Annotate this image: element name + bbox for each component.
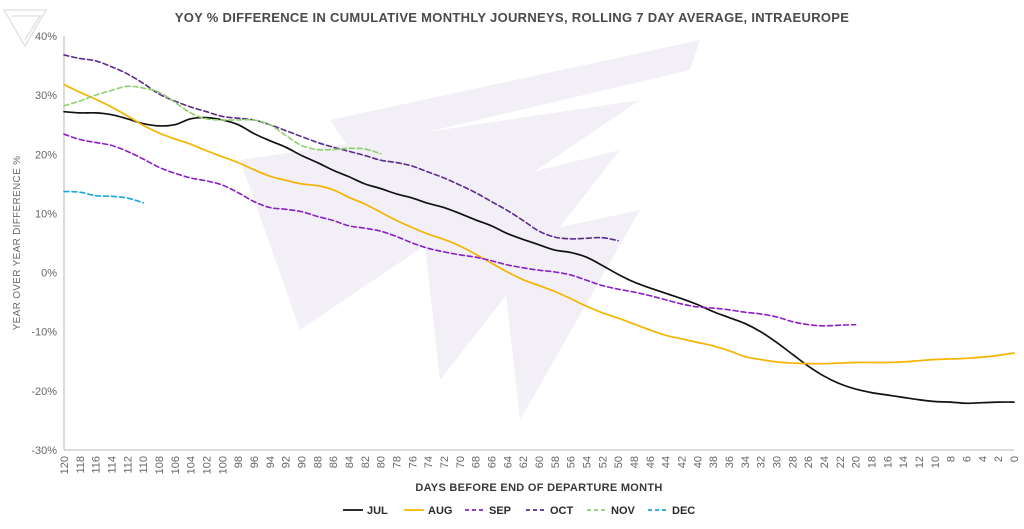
x-tick-label: 110 — [138, 456, 150, 474]
x-tick-label: 120 — [59, 456, 71, 474]
x-tick-label: 72 — [439, 456, 451, 468]
x-tick-label: 74 — [423, 456, 435, 468]
x-tick-label: 4 — [977, 456, 989, 462]
legend-label-jul: JUL — [367, 505, 388, 517]
x-tick-label: 6 — [962, 456, 974, 462]
x-tick-label: 22 — [835, 456, 847, 468]
x-tick-label: 104 — [186, 456, 198, 474]
y-tick-label: -10% — [31, 327, 57, 339]
x-tick-label: 32 — [756, 456, 768, 468]
y-tick-labels: -30% -20% -10% 0% 10% 20% 30% 40% — [31, 31, 57, 457]
x-tick-label: 80 — [376, 456, 388, 468]
series-line-dec — [63, 190, 144, 204]
x-tick-label: 116 — [91, 456, 103, 474]
legend-label-nov: NOV — [611, 505, 636, 517]
x-tick-label: 2 — [993, 456, 1005, 462]
x-tick-label: 112 — [122, 456, 134, 474]
x-tick-label: 96 — [249, 456, 261, 468]
y-tick-label: 40% — [35, 31, 57, 43]
x-tick-label: 108 — [154, 456, 166, 474]
series-lines — [63, 54, 1015, 405]
x-tick-label: 14 — [898, 456, 910, 468]
x-tick-label: 106 — [170, 456, 182, 474]
x-tick-label: 88 — [312, 456, 324, 468]
x-tick-label: 8 — [946, 456, 958, 462]
x-tick-label: 62 — [518, 456, 530, 468]
x-tick-label: 0 — [1009, 456, 1021, 462]
x-tick-label: 40 — [692, 456, 704, 468]
x-tick-label: 12 — [914, 456, 926, 468]
x-tick-label: 48 — [629, 456, 641, 468]
x-tick-label: 52 — [597, 456, 609, 468]
x-tick-label: 60 — [534, 456, 546, 468]
x-tick-label: 36 — [724, 456, 736, 468]
x-tick-label: 28 — [787, 456, 799, 468]
legend-label-dec: DEC — [672, 505, 695, 517]
x-tick-label: 118 — [75, 456, 87, 474]
x-tick-label: 38 — [708, 456, 720, 468]
logo-icon — [2, 9, 48, 48]
y-tick-label: 0% — [41, 268, 57, 280]
x-tick-label: 46 — [645, 456, 657, 468]
x-tick-label: 54 — [582, 456, 594, 468]
x-tick-label: 58 — [550, 456, 562, 468]
legend-label-oct: OCT — [550, 505, 574, 517]
x-tick-label: 98 — [233, 456, 245, 468]
x-tick-label: 82 — [360, 456, 372, 468]
x-tick-label: 56 — [566, 456, 578, 468]
x-tick-label: 42 — [677, 456, 689, 468]
legend: JUL AUG SEP OCT NOV DEC — [343, 505, 695, 517]
x-tick-label: 76 — [407, 456, 419, 468]
x-tick-label: 84 — [344, 456, 356, 468]
x-tick-labels: 120 118 116 114 112 110 108 106 104 102 100 98 96 94 9… — [59, 456, 1021, 474]
x-tick-label: 70 — [455, 456, 467, 468]
x-tick-label: 66 — [487, 456, 499, 468]
chart-title: YOY % DIFFERENCE IN CUMULATIVE MONTHLY J… — [175, 10, 850, 25]
legend-label-sep: SEP — [489, 505, 511, 517]
x-tick-label: 24 — [819, 456, 831, 468]
x-tick-label: 92 — [281, 456, 293, 468]
x-tick-label: 20 — [851, 456, 863, 468]
y-tick-label: -20% — [31, 386, 57, 398]
y-tick-label: -30% — [31, 445, 57, 457]
x-tick-label: 18 — [867, 456, 879, 468]
x-tick-label: 100 — [217, 456, 229, 474]
x-tick-label: 16 — [882, 456, 894, 468]
x-axis-title: DAYS BEFORE END OF DEPARTURE MONTH — [415, 482, 662, 494]
x-tick-label: 68 — [471, 456, 483, 468]
y-tick-label: 30% — [35, 90, 57, 102]
x-tick-label: 34 — [740, 456, 752, 468]
x-tick-label: 30 — [772, 456, 784, 468]
y-axis-title: YEAR OVER YEAR DIFFERENCE % — [12, 156, 23, 331]
x-tick-label: 26 — [803, 456, 815, 468]
watermark — [240, 40, 700, 420]
x-tick-label: 64 — [502, 456, 514, 468]
x-tick-label: 102 — [202, 456, 214, 474]
series-line-aug — [63, 83, 1015, 365]
legend-label-aug: AUG — [428, 505, 452, 517]
y-tick-label: 10% — [35, 208, 57, 220]
x-tick-label: 10 — [930, 456, 942, 468]
series-line-sep — [63, 133, 857, 327]
x-tick-label: 78 — [392, 456, 404, 468]
x-tick-label: 86 — [328, 456, 340, 468]
x-tick-label: 114 — [107, 456, 119, 474]
x-tick-label: 90 — [297, 456, 309, 468]
x-tick-label: 94 — [265, 456, 277, 468]
y-tick-label: 20% — [35, 149, 57, 161]
x-tick-label: 44 — [661, 456, 673, 468]
x-tick-label: 50 — [613, 456, 625, 468]
series-line-nov — [63, 85, 382, 155]
